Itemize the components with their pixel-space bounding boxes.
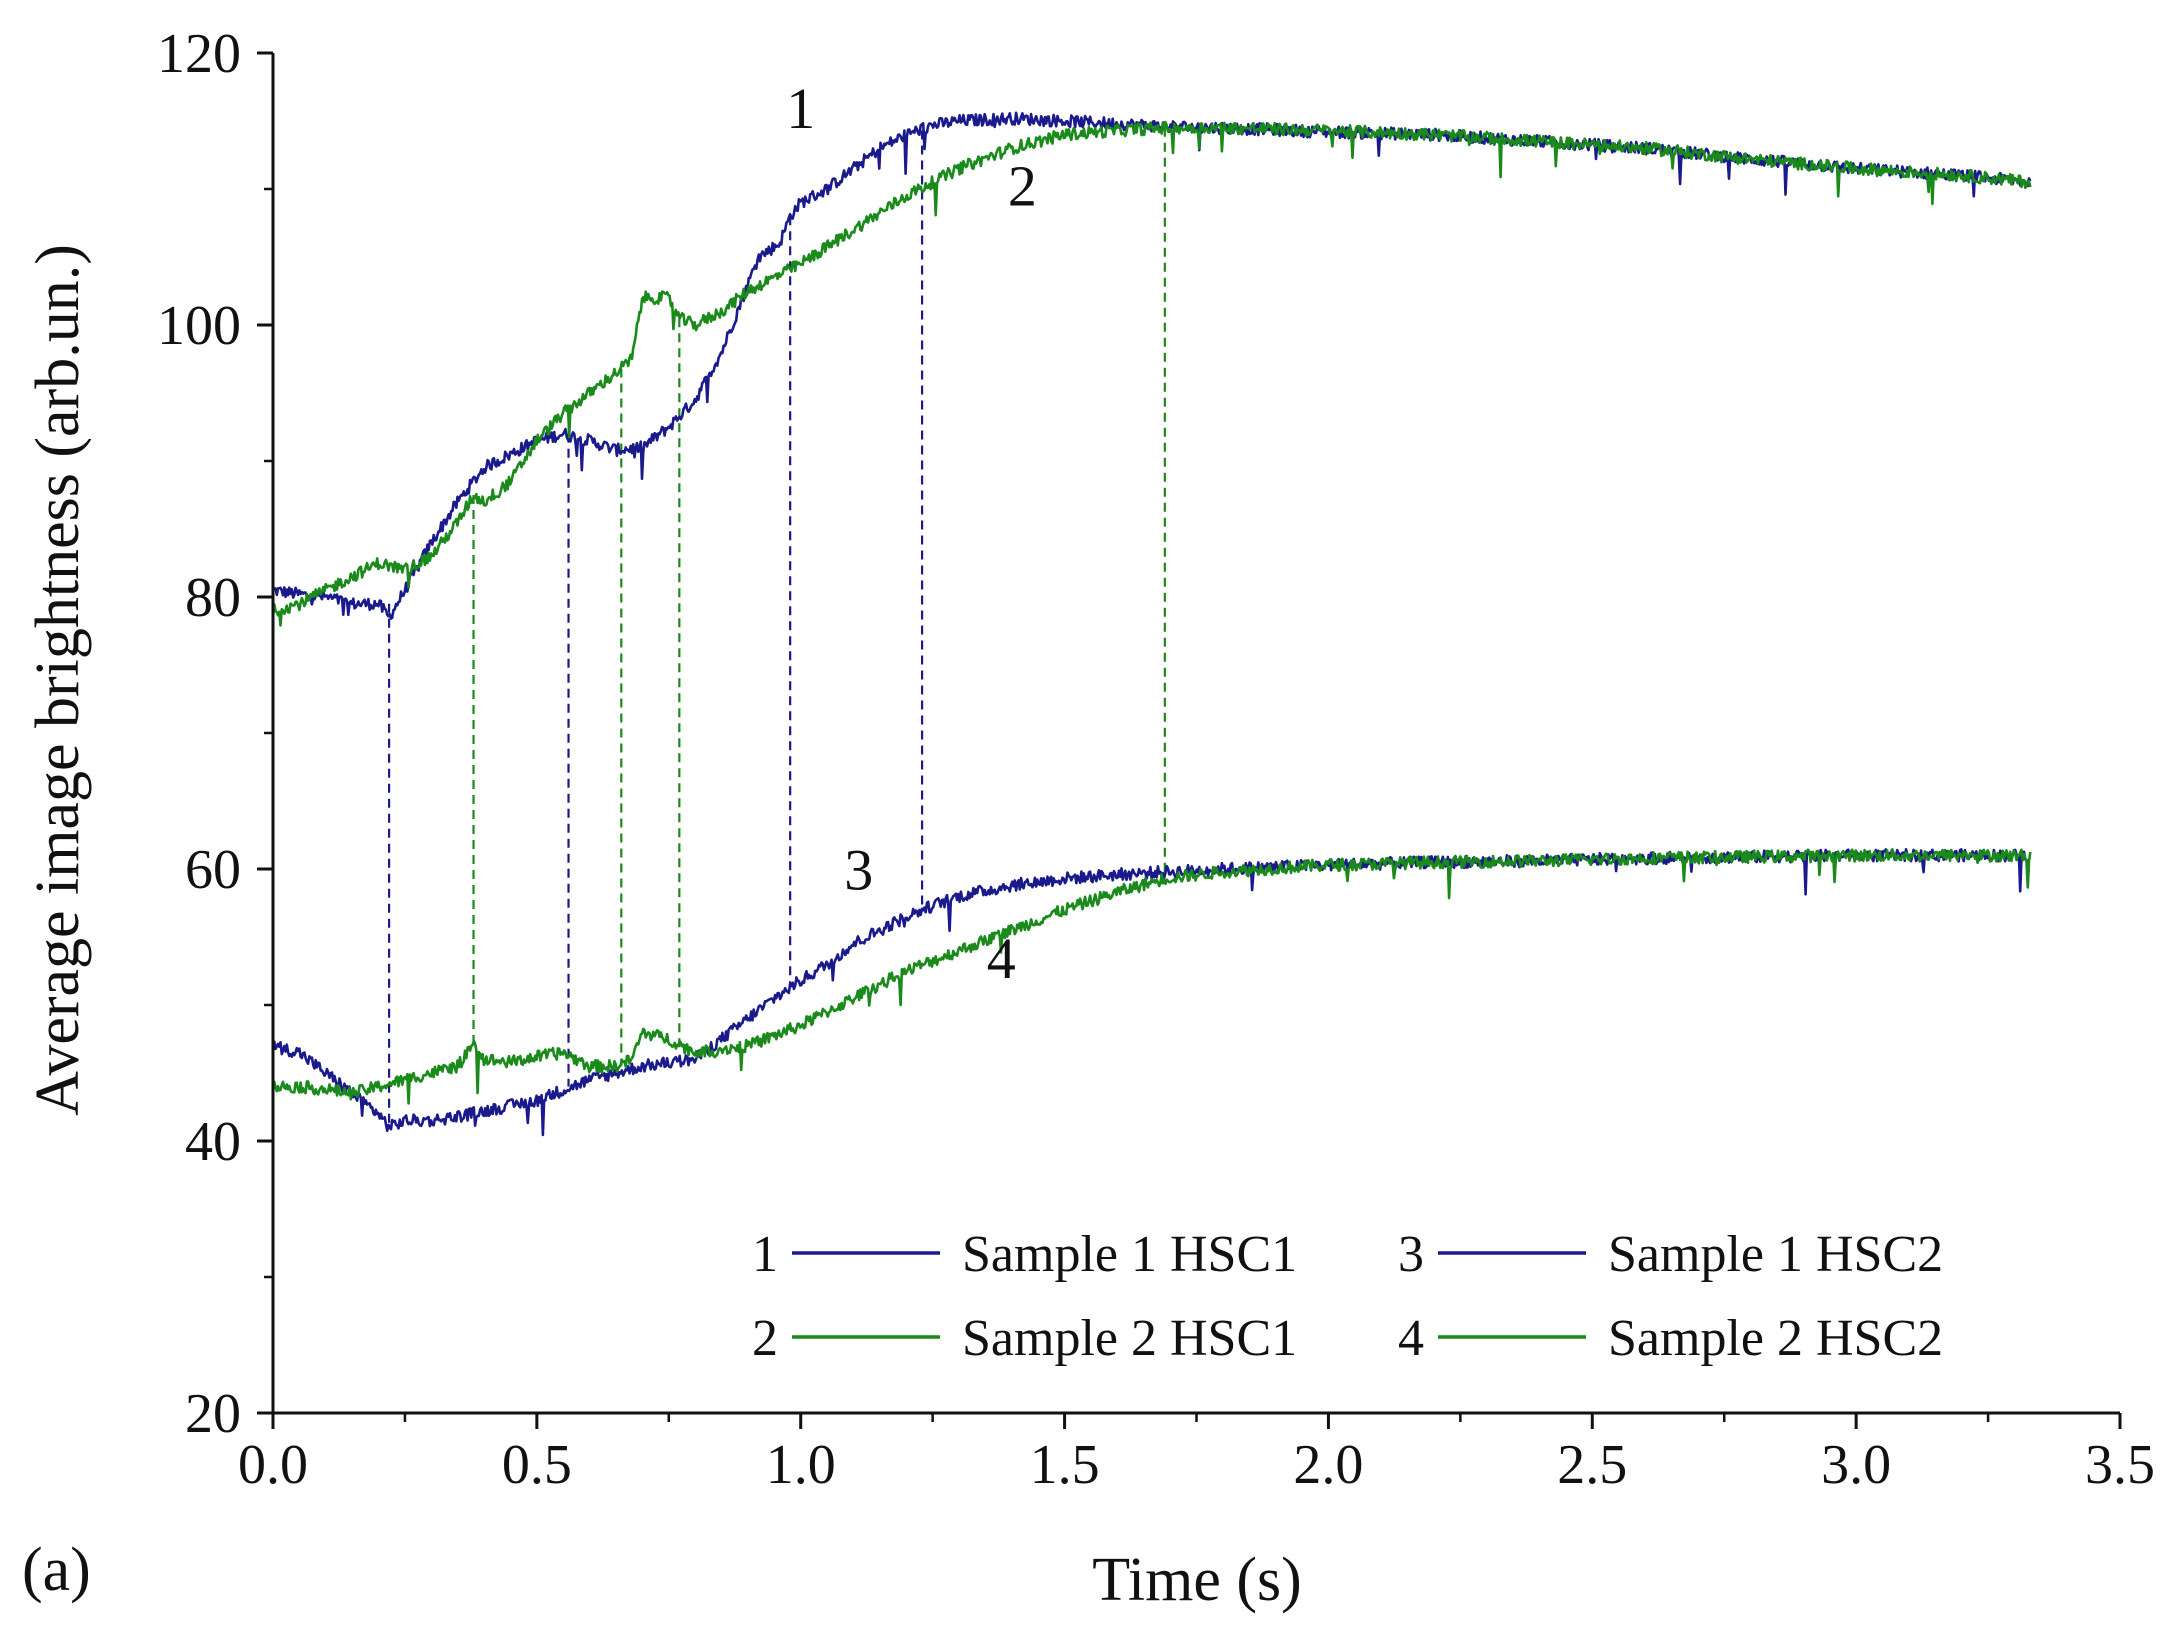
y-tick-label: 40 bbox=[185, 1111, 241, 1173]
x-tick-label: 3.5 bbox=[2085, 1434, 2155, 1496]
legend-id-1: 1 bbox=[752, 1226, 778, 1283]
x-tick-label: 3.0 bbox=[1821, 1434, 1891, 1496]
x-tick-label: 2.5 bbox=[1557, 1434, 1627, 1496]
x-tick-label: 1.5 bbox=[1030, 1434, 1100, 1496]
x-tick-label: 1.0 bbox=[766, 1434, 836, 1496]
x-tick-label: 0.0 bbox=[238, 1434, 308, 1496]
legend-id-2: 2 bbox=[752, 1310, 778, 1367]
data-series bbox=[271, 111, 2032, 1137]
legend-id-3: 3 bbox=[1398, 1226, 1424, 1283]
curve-label-1: 1 bbox=[786, 76, 815, 141]
legend-label-3: Sample 1 HSC2 bbox=[1608, 1226, 1943, 1283]
marker-lines bbox=[387, 127, 1166, 1128]
series-line-1 bbox=[272, 111, 2032, 620]
curve-labels: 1 2 3 4 bbox=[786, 76, 1037, 991]
legend: 1 Sample 1 HSC1 3 Sample 1 HSC2 2 Sample 2 HS… bbox=[752, 1226, 1943, 1367]
x-axis-label: Time (s) bbox=[1092, 1546, 1302, 1614]
curve-label-4: 4 bbox=[987, 926, 1016, 991]
x-tick-label: 0.5 bbox=[502, 1434, 572, 1496]
series-line-4 bbox=[271, 848, 2032, 1105]
series-line-2 bbox=[271, 121, 2032, 627]
y-tick-label: 80 bbox=[185, 567, 241, 629]
y-tick-label: 60 bbox=[185, 839, 241, 901]
legend-label-4: Sample 2 HSC2 bbox=[1608, 1310, 1943, 1367]
legend-label-1: Sample 1 HSC1 bbox=[962, 1226, 1297, 1283]
panel-label: (a) bbox=[22, 1536, 91, 1604]
y-axis-label: Average image brightness (arb.un.) bbox=[24, 244, 92, 1116]
curve-label-3: 3 bbox=[844, 837, 873, 902]
legend-id-4: 4 bbox=[1398, 1310, 1424, 1367]
legend-label-2: Sample 2 HSC1 bbox=[962, 1310, 1297, 1367]
y-tick-label: 120 bbox=[157, 23, 241, 85]
x-tick-label: 2.0 bbox=[1293, 1434, 1363, 1496]
y-tick-label: 100 bbox=[157, 295, 241, 357]
axes: 0.0 0.5 1.0 1.5 2.0 2.5 3.0 3.5 20 40 60 80 100 120 bbox=[157, 23, 2155, 1496]
curve-label-2: 2 bbox=[1008, 153, 1037, 218]
y-tick-label: 20 bbox=[185, 1383, 241, 1445]
